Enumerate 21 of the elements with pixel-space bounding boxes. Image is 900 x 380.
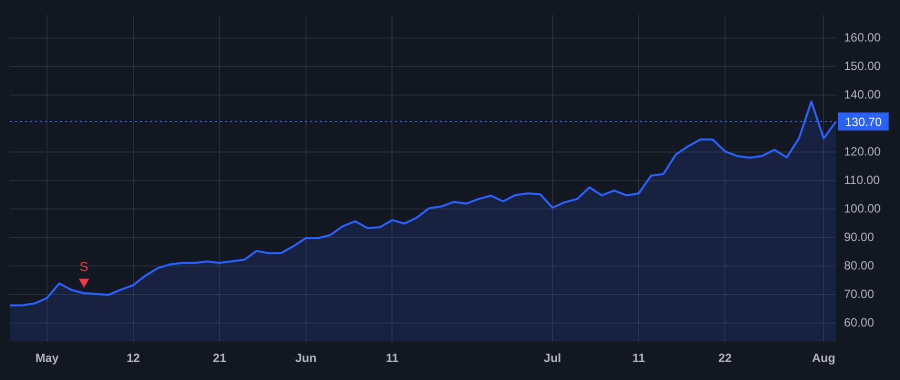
y-tick-label: 120.00	[844, 144, 882, 158]
x-tick-label: 11	[386, 351, 399, 366]
x-tick-label: Jun	[295, 351, 317, 366]
x-tick-label: 11	[632, 351, 646, 366]
ref-line-label: 130.70	[845, 114, 882, 129]
x-tick-label: Aug	[812, 351, 836, 366]
y-tick-label: 110.00	[844, 172, 880, 187]
x-tick-label: 21	[212, 351, 227, 366]
y-tick-label: 100.00	[844, 201, 882, 216]
x-tick-label: Jul	[544, 351, 562, 366]
y-tick-label: 140.00	[844, 87, 882, 102]
y-tick-label: 70.00	[844, 286, 874, 301]
x-tick-label: 12	[126, 351, 140, 366]
x-tick-label: 22	[718, 351, 732, 366]
y-tick-label: 90.00	[844, 230, 874, 244]
y-tick-label: 160.00	[844, 30, 882, 44]
y-tick-label: 150.00	[844, 58, 882, 73]
y-tick-label: 80.00	[844, 258, 874, 272]
x-tick-label: May	[35, 351, 59, 366]
data-label: S	[80, 258, 89, 274]
y-tick-label: 60.00	[844, 315, 874, 330]
